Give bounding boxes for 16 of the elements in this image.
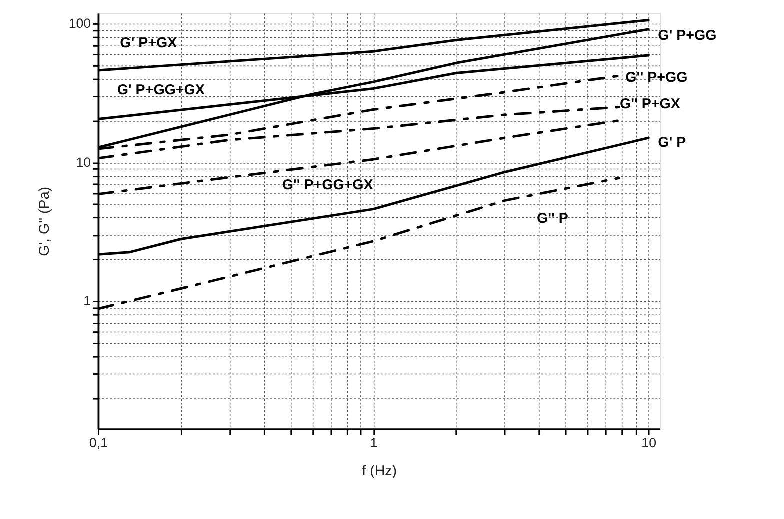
annotation: G' P xyxy=(658,134,687,151)
annotation: G' P+GG+GX xyxy=(117,82,206,98)
annotation: G'' P+GG xyxy=(626,70,688,86)
y-tick-label: 10 xyxy=(76,154,92,170)
y-tick-label: 100 xyxy=(68,16,92,32)
y-axis-title: G', G'' (Pa) xyxy=(36,186,53,256)
x-tick-label: 10 xyxy=(642,436,657,451)
annotation: G' P+GX xyxy=(120,36,178,52)
x-axis-title: f (Hz) xyxy=(362,463,398,480)
x-tick-label: 1 xyxy=(370,436,378,451)
annotation: G'' P+GG+GX xyxy=(282,178,374,194)
annotation: G'' P+GX xyxy=(620,96,681,113)
annotation: G' P+GG xyxy=(658,28,717,44)
annotation: G'' P xyxy=(536,211,569,228)
x-tick-label: 0,1 xyxy=(89,436,108,451)
y-tick-label: 1 xyxy=(84,294,92,309)
